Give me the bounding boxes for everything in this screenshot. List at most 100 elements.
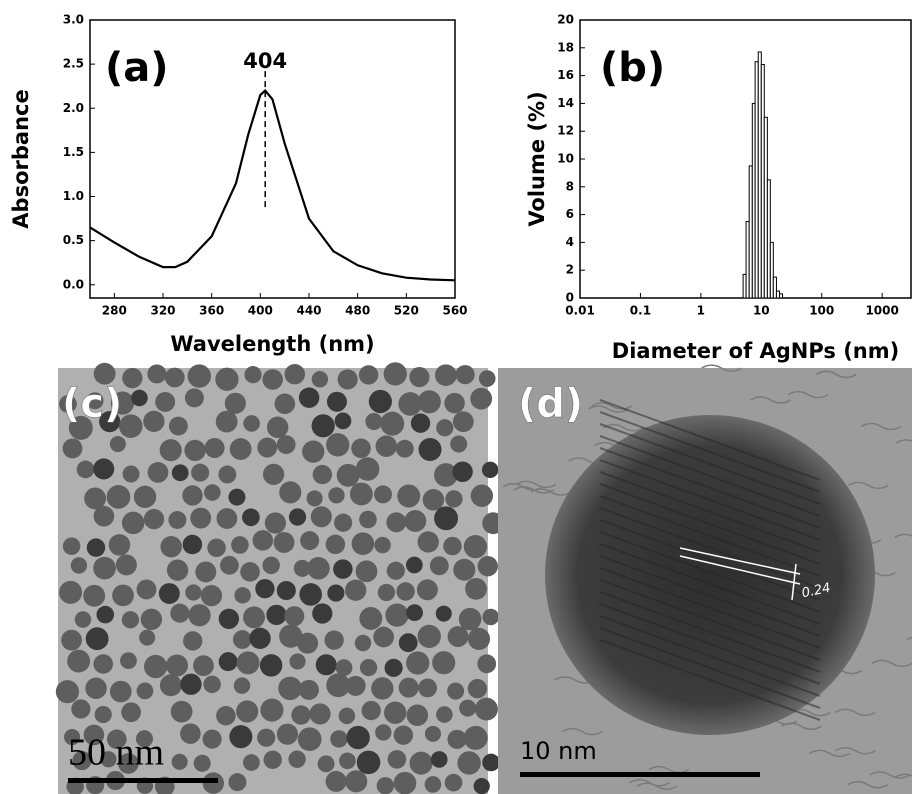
nanoparticle <box>435 364 457 386</box>
nanoparticle <box>352 532 375 555</box>
nanoparticle <box>477 654 496 673</box>
nanoparticle <box>168 511 186 529</box>
nanoparticle <box>365 413 382 430</box>
nanoparticle <box>170 604 189 623</box>
nanoparticle <box>359 365 378 384</box>
nanoparticle <box>457 751 480 774</box>
nanoparticle <box>397 485 420 508</box>
nanoparticle <box>470 388 492 410</box>
nanoparticle <box>326 535 345 554</box>
x-tick-label: 0.01 <box>565 304 595 318</box>
y-axis-title: Volume (%) <box>525 91 549 226</box>
nanoparticle <box>216 411 238 433</box>
nanoparticle <box>374 537 390 553</box>
nanoparticle <box>139 630 155 646</box>
nanoparticle <box>160 536 181 557</box>
nanoparticle <box>355 635 371 651</box>
nanoparticle <box>116 554 137 575</box>
nanoparticle <box>166 654 188 676</box>
nanoparticle <box>380 412 404 436</box>
nanoparticle <box>362 701 381 720</box>
y-tick-label: 14 <box>557 96 574 110</box>
nanoparticle <box>121 702 141 722</box>
nanoparticle <box>185 584 201 600</box>
nanoparticle <box>468 628 490 650</box>
nanoparticle <box>167 559 188 580</box>
nanoparticle <box>406 557 423 574</box>
nanoparticle <box>378 584 395 601</box>
x-tick-label: 280 <box>102 304 127 318</box>
y-tick-label: 3.0 <box>63 13 84 27</box>
nanoparticle <box>257 729 275 747</box>
figure: 2803203604004404805205600.00.51.01.52.02… <box>0 0 912 794</box>
nanoparticle <box>346 676 366 696</box>
x-tick-label: 320 <box>150 304 175 318</box>
nanoparticle <box>137 580 157 600</box>
nanoparticle <box>262 557 279 574</box>
nanoparticle <box>302 440 324 462</box>
nanoparticle <box>185 388 204 407</box>
nanoparticle <box>183 631 202 650</box>
nanoparticle <box>203 676 220 693</box>
nanoparticle <box>297 633 318 654</box>
nanoparticle <box>165 368 185 388</box>
nanoparticle <box>464 726 488 750</box>
nanoparticle <box>243 415 260 432</box>
nanoparticle <box>109 534 131 556</box>
nanoparticle <box>394 772 417 794</box>
nanoparticle <box>228 773 246 791</box>
y-tick-label: 2.5 <box>63 57 84 71</box>
hrtem-image: 0.24(d)10 nm <box>498 365 912 794</box>
nanoparticle <box>330 730 347 747</box>
y-tick-label: 2.0 <box>63 101 84 115</box>
nanoparticle <box>63 439 83 459</box>
nanoparticle <box>110 436 126 452</box>
nanoparticle <box>262 369 282 389</box>
nanoparticle <box>384 702 406 724</box>
nanoparticle <box>399 678 419 698</box>
peak-label: 404 <box>243 49 287 73</box>
x-tick-label: 520 <box>394 304 419 318</box>
nanoparticle <box>356 560 378 582</box>
x-tick-label: 10 <box>753 304 770 318</box>
x-tick-label: 1 <box>697 304 705 318</box>
nanoparticle <box>447 730 466 749</box>
nanoparticle <box>359 511 377 529</box>
nanoparticle <box>277 435 296 454</box>
nanoparticle <box>255 579 274 598</box>
nanoparticle <box>431 751 448 768</box>
nanoparticle <box>191 464 209 482</box>
nanoparticle <box>419 438 442 461</box>
panel-label: (b) <box>600 45 665 91</box>
nanoparticle <box>107 485 131 509</box>
nanoparticle <box>338 369 358 389</box>
nanoparticle <box>285 364 305 384</box>
nanoparticle <box>216 706 235 725</box>
nanoparticle <box>312 414 335 437</box>
nanoparticle <box>172 754 188 770</box>
panel-label: (d) <box>518 381 583 427</box>
nanoparticle <box>289 508 306 525</box>
nanoparticle <box>377 777 394 794</box>
nanoparticle <box>83 585 105 607</box>
nanoparticle <box>411 414 430 433</box>
nanoparticle <box>71 557 87 573</box>
nanoparticle <box>394 725 413 744</box>
nanoparticle <box>445 774 463 792</box>
nanoparticle <box>404 510 426 532</box>
nanoparticle <box>335 413 352 430</box>
nanoparticle <box>188 604 210 626</box>
nanoparticle <box>326 433 349 456</box>
nanoparticle <box>94 506 115 527</box>
nanoparticle <box>356 457 380 481</box>
nanoparticle <box>456 365 475 384</box>
nanoparticle <box>63 537 80 554</box>
x-tick-label: 480 <box>345 304 370 318</box>
tem-image: (c)50 nm <box>56 362 504 794</box>
nanoparticle <box>388 750 407 769</box>
y-tick-label: 0.5 <box>63 233 84 247</box>
nanoparticle <box>475 698 498 721</box>
nanoparticle <box>207 539 225 557</box>
nanoparticle <box>171 701 193 723</box>
nanoparticle <box>452 462 472 482</box>
